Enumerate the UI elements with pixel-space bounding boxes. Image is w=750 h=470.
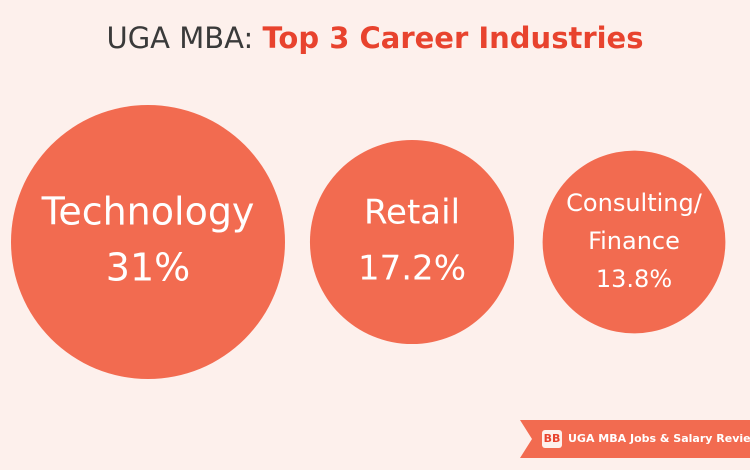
- bubble-2: Retail 17.2%: [309, 139, 515, 345]
- bubble-category-label: Finance: [588, 227, 680, 255]
- banner-text: UGA MBA Jobs & Salary Review: [568, 432, 750, 445]
- title-highlight: Top 3 Career Industries: [262, 21, 644, 55]
- bubble-circle: [11, 105, 285, 379]
- bubble-value-label: 31%: [106, 246, 190, 290]
- banner-ribbon: [520, 420, 750, 458]
- bubble-1: Technology 31%: [11, 105, 285, 379]
- bubble-value-label: 13.8%: [596, 265, 672, 293]
- bubble-3: Consulting/Finance 13.8%: [542, 150, 726, 334]
- source-banner: BB UGA MBA Jobs & Salary Review: [520, 420, 750, 458]
- bubble-circle: [542, 150, 726, 334]
- bubble-category-label: Retail: [364, 193, 460, 233]
- title-prefix: UGA MBA:: [106, 21, 254, 55]
- bubble-circle: [309, 139, 515, 345]
- chart-title: UGA MBA: Top 3 Career Industries: [0, 18, 750, 58]
- bb-logo: BB: [542, 430, 562, 448]
- bubble-category-label: Technology: [41, 190, 255, 234]
- bubble-category-label: Consulting/: [566, 189, 703, 217]
- bubble-value-label: 17.2%: [358, 249, 466, 289]
